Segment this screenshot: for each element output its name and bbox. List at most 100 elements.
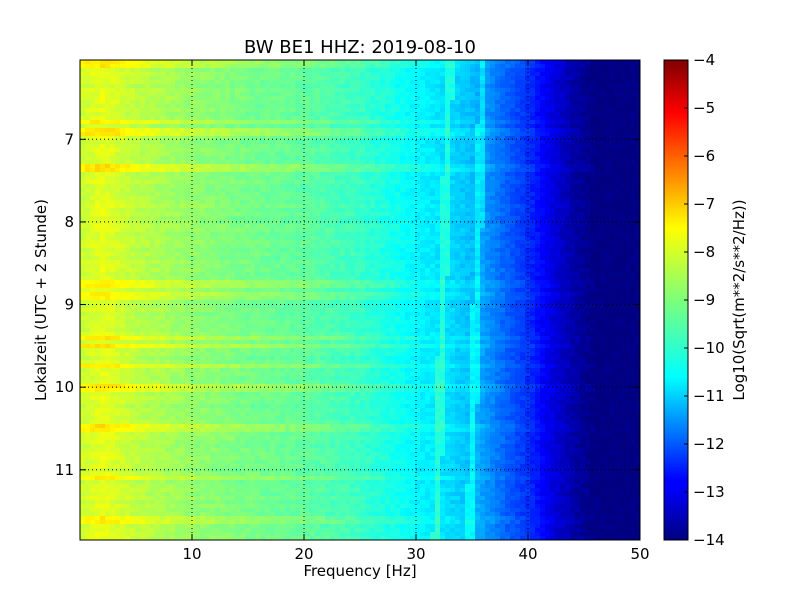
heatmap-cell bbox=[175, 168, 181, 173]
heatmap-cell bbox=[230, 76, 236, 81]
heatmap-cell bbox=[365, 144, 371, 149]
heatmap-cell bbox=[630, 140, 636, 145]
heatmap-cell bbox=[295, 152, 301, 157]
heatmap-cell bbox=[440, 124, 446, 129]
heatmap-cell bbox=[375, 68, 381, 73]
heatmap-cell bbox=[580, 80, 586, 85]
heatmap-cell bbox=[200, 196, 206, 201]
heatmap-cell bbox=[540, 64, 546, 69]
heatmap-cell bbox=[270, 172, 276, 177]
heatmap-cell bbox=[410, 160, 416, 165]
heatmap-cell bbox=[105, 172, 111, 177]
heatmap-cell bbox=[130, 104, 136, 109]
heatmap-cell bbox=[395, 124, 401, 129]
heatmap-cell bbox=[160, 232, 166, 237]
heatmap-cell bbox=[95, 184, 101, 189]
heatmap-cell bbox=[395, 164, 401, 169]
heatmap-cell bbox=[445, 136, 451, 141]
heatmap-cell bbox=[420, 132, 426, 137]
heatmap-cell bbox=[480, 164, 486, 169]
heatmap-cell bbox=[120, 224, 126, 229]
heatmap-cell bbox=[170, 72, 176, 77]
heatmap-cell bbox=[380, 92, 386, 97]
heatmap-cell bbox=[140, 204, 146, 209]
heatmap-cell bbox=[145, 92, 151, 97]
heatmap-cell bbox=[425, 200, 431, 205]
heatmap-cell bbox=[135, 152, 141, 157]
heatmap-cell bbox=[335, 148, 341, 153]
heatmap-cell bbox=[585, 104, 591, 109]
heatmap-cell bbox=[355, 192, 361, 197]
heatmap-cell bbox=[470, 60, 476, 65]
heatmap-cell bbox=[105, 72, 111, 77]
heatmap-cell bbox=[385, 216, 391, 221]
heatmap-cell bbox=[450, 96, 456, 101]
heatmap-cell bbox=[135, 184, 141, 189]
heatmap-cell bbox=[235, 76, 241, 81]
heatmap-cell bbox=[395, 184, 401, 189]
heatmap-cell bbox=[165, 152, 171, 157]
heatmap-cell bbox=[405, 200, 411, 205]
heatmap-cell bbox=[400, 76, 406, 81]
heatmap-cell bbox=[375, 168, 381, 173]
heatmap-cell bbox=[635, 204, 640, 209]
heatmap-cell bbox=[545, 156, 551, 161]
heatmap-cell bbox=[135, 92, 141, 97]
heatmap-cell bbox=[100, 216, 106, 221]
heatmap-cell bbox=[210, 64, 216, 69]
heatmap-cell bbox=[475, 136, 481, 141]
heatmap-cell bbox=[230, 96, 236, 101]
heatmap-cell bbox=[210, 76, 216, 81]
heatmap-cell bbox=[120, 144, 126, 149]
heatmap-cell bbox=[85, 156, 91, 161]
heatmap-cell bbox=[215, 164, 221, 169]
heatmap-cell bbox=[565, 188, 571, 193]
heatmap-cell bbox=[405, 156, 411, 161]
heatmap-cell bbox=[430, 232, 436, 237]
heatmap-cell bbox=[635, 140, 640, 145]
heatmap-cell bbox=[590, 224, 596, 229]
heatmap-cell bbox=[420, 180, 426, 185]
heatmap-cell bbox=[215, 176, 221, 181]
heatmap-cell bbox=[535, 176, 541, 181]
heatmap-cell bbox=[175, 120, 181, 125]
heatmap-cell bbox=[530, 80, 536, 85]
heatmap-cell bbox=[315, 112, 321, 117]
heatmap-cell bbox=[500, 204, 506, 209]
heatmap-cell bbox=[200, 88, 206, 93]
heatmap-cell bbox=[435, 204, 441, 209]
heatmap-cell bbox=[390, 176, 396, 181]
heatmap-cell bbox=[135, 60, 141, 65]
heatmap-cell bbox=[475, 200, 481, 205]
heatmap-cell bbox=[450, 156, 456, 161]
heatmap-cell bbox=[235, 228, 241, 233]
heatmap-cell bbox=[195, 180, 201, 185]
heatmap-cell bbox=[110, 204, 116, 209]
heatmap-cell bbox=[145, 120, 151, 125]
heatmap-cell bbox=[80, 216, 86, 221]
heatmap-cell bbox=[590, 76, 596, 81]
heatmap-cell bbox=[265, 232, 271, 237]
heatmap-cell bbox=[190, 200, 196, 205]
heatmap-cell bbox=[275, 228, 281, 233]
heatmap-cell bbox=[260, 220, 266, 225]
heatmap-cell bbox=[555, 164, 561, 169]
heatmap-cell bbox=[295, 60, 301, 65]
heatmap-cell bbox=[620, 84, 626, 89]
heatmap-cell bbox=[510, 76, 516, 81]
heatmap-cell bbox=[100, 156, 106, 161]
heatmap-cell bbox=[465, 164, 471, 169]
heatmap-cell bbox=[125, 196, 131, 201]
heatmap-cell bbox=[570, 140, 576, 145]
heatmap-cell bbox=[630, 148, 636, 153]
heatmap-cell bbox=[115, 188, 121, 193]
heatmap-cell bbox=[570, 108, 576, 113]
heatmap-cell bbox=[185, 196, 191, 201]
heatmap-cell bbox=[340, 172, 346, 177]
heatmap-cell bbox=[195, 184, 201, 189]
heatmap-cell bbox=[600, 96, 606, 101]
heatmap-cell bbox=[530, 180, 536, 185]
heatmap-cell bbox=[245, 192, 251, 197]
heatmap-cell bbox=[240, 176, 246, 181]
heatmap-cell bbox=[145, 180, 151, 185]
